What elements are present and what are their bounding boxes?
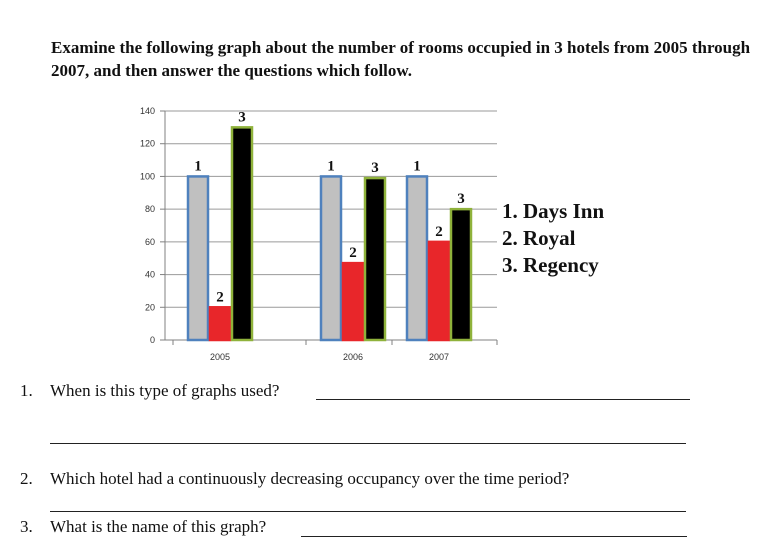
question-2: 2. Which hotel had a continuously decreas… xyxy=(20,469,569,489)
legend-entry: 3. Regency xyxy=(502,253,599,277)
bar-regency-2007 xyxy=(449,207,473,342)
question-1: 1. When is this type of graphs used? xyxy=(20,381,279,401)
bar-regency-2006 xyxy=(363,176,387,342)
question-1-number: 1. xyxy=(20,381,33,400)
bar-days-inn-2005 xyxy=(186,175,210,342)
y-tick-label: 80 xyxy=(145,204,155,214)
bar-marker-label: 2 xyxy=(349,245,357,261)
y-tick-label: 0 xyxy=(150,335,155,345)
answer-1-line-2[interactable] xyxy=(50,443,686,444)
bar-regency-2005 xyxy=(230,126,254,342)
bar-marker-label: 3 xyxy=(238,109,246,125)
bar-marker-label: 1 xyxy=(413,158,421,174)
question-3-number: 3. xyxy=(20,517,33,536)
x-tick-label: 2007 xyxy=(429,352,449,362)
y-tick-label: 20 xyxy=(145,302,155,312)
answer-1-line[interactable] xyxy=(316,399,690,400)
instructions: Examine the following graph about the nu… xyxy=(51,38,751,80)
bar-marker-label: 1 xyxy=(327,158,335,174)
y-tick-label: 60 xyxy=(145,237,155,247)
bar-marker-label: 3 xyxy=(371,160,379,176)
bar-marker-label: 2 xyxy=(216,289,224,305)
bar-marker-label: 3 xyxy=(457,191,465,207)
bar-marker-label: 1 xyxy=(194,158,202,174)
question-2-text: Which hotel had a continuously decreasin… xyxy=(50,469,570,488)
y-tick-label: 40 xyxy=(145,270,155,280)
question-3: 3. What is the name of this graph? xyxy=(20,517,266,537)
bar-days-inn-2007 xyxy=(405,175,429,342)
question-3-text: What is the name of this graph? xyxy=(50,517,267,536)
bar-royal-2007 xyxy=(427,240,451,342)
answer-3-line[interactable] xyxy=(301,536,687,537)
y-tick-label: 140 xyxy=(140,106,155,116)
bar-royal-2006 xyxy=(341,261,365,342)
legend-entry: 1. Days Inn xyxy=(502,199,604,223)
question-2-number: 2. xyxy=(20,469,33,488)
bar-days-inn-2006 xyxy=(319,175,343,342)
bar-royal-2005 xyxy=(208,306,232,342)
y-tick-label: 100 xyxy=(140,171,155,181)
y-tick-label: 120 xyxy=(140,139,155,149)
bar-marker-label: 2 xyxy=(435,224,443,240)
x-tick-label: 2005 xyxy=(210,352,230,362)
answer-2-line[interactable] xyxy=(50,511,686,512)
x-tick-label: 2006 xyxy=(343,352,363,362)
legend-entry: 2. Royal xyxy=(502,226,576,250)
question-1-text: When is this type of graphs used? xyxy=(50,381,280,400)
